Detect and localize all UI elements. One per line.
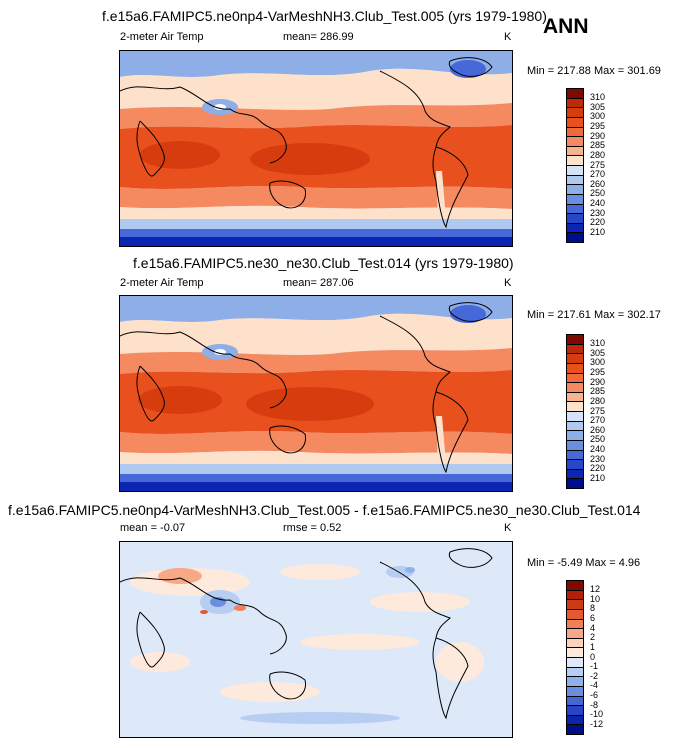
panel3-colorbar-tick-label: 10 <box>590 593 601 604</box>
panel2-colorbar-tick-label: 300 <box>590 357 606 368</box>
panel2-colorbar-tick-label: 220 <box>590 463 606 474</box>
panel3-colorbar-tick-label: -1 <box>590 661 599 672</box>
panel1-title: f.e15a6.FAMIPC5.ne0np4-VarMeshNH3.Club_T… <box>102 8 547 24</box>
panel1-colorbar-tick-label: 270 <box>590 169 606 180</box>
panel3-colorbar-tick-label: -4 <box>590 680 599 691</box>
panel2-colorbar-tick-label: 275 <box>590 405 606 416</box>
panel3-colorbar-tick-label: 8 <box>590 603 596 614</box>
panel3-colorbar-tick-label: 12 <box>590 584 601 595</box>
panel3-colorbar-tick-label: -6 <box>590 690 599 700</box>
panel1-colorbar-cell <box>566 232 584 243</box>
panel1-colorbar-tick-label: 290 <box>590 130 606 141</box>
panel1-colorbar-tick-label: 305 <box>590 101 606 112</box>
panel2-colorbar-tick-label: 295 <box>590 367 606 377</box>
panel1-colorbar-tick-label: 260 <box>590 178 606 189</box>
panel1-colorbar-tick-label: 230 <box>590 207 606 218</box>
panel2-title: f.e15a6.FAMIPC5.ne30_ne30.Club_Test.014 … <box>133 255 514 271</box>
panel1-variable: 2-meter Air Temp <box>120 31 204 43</box>
panel2-colorbar-tick-label: 285 <box>590 386 606 397</box>
panel2-minmax: Min = 217.61 Max = 302.17 <box>527 309 661 321</box>
panel3-colorbar-tick-label: -2 <box>590 670 599 681</box>
panel3-title: f.e15a6.FAMIPC5.ne0np4-VarMeshNH3.Club_T… <box>8 502 641 518</box>
panel2-colorbar-tick-label: 260 <box>590 424 606 435</box>
panel3-colorbar-tick-label: 0 <box>590 651 596 662</box>
panel1-map-field <box>120 51 512 246</box>
panel2-variable: 2-meter Air Temp <box>120 277 204 289</box>
panel3-colorbar-cell <box>566 724 584 735</box>
panel3-colorbar-tick-label: 4 <box>590 622 596 633</box>
panel2-colorbar-tick-label: 210 <box>590 472 606 483</box>
panel3-colorbar-tick-label: -12 <box>590 718 604 729</box>
panel1-colorbar-tick-label: 280 <box>590 149 606 160</box>
panel1-minmax: Min = 217.88 Max = 301.69 <box>527 65 661 77</box>
panel2-colorbar-tick-label: 270 <box>590 415 606 426</box>
panel3-map-field <box>120 542 512 737</box>
panel1-colorbar-tick-label: 240 <box>590 198 606 208</box>
panel2-colorbar-cell <box>566 478 584 489</box>
panel3-map <box>119 541 513 738</box>
panel1-colorbar-tick-label: 210 <box>590 226 606 237</box>
panel1-mean: mean= 286.99 <box>283 31 354 43</box>
panel2-map <box>119 295 513 492</box>
panel3-rmse: rmse = 0.52 <box>283 522 342 534</box>
panel2-colorbar-tick-label: 240 <box>590 444 606 454</box>
panel3-mean: mean = -0.07 <box>120 522 186 534</box>
panel2-units: K <box>504 277 512 289</box>
panel1-colorbar-tick-label: 220 <box>590 217 606 228</box>
panel3-colorbar-tick-label: 2 <box>590 632 596 643</box>
panel2-colorbar-tick-label: 310 <box>590 338 606 349</box>
panel3-colorbar-tick-label: 6 <box>590 613 596 623</box>
panel3-minmax: Min = -5.49 Max = 4.96 <box>527 557 641 569</box>
panel2-colorbar: 310 305 300 295 290 285 280 275 270 260 250 240 230 2… <box>566 334 616 489</box>
panel2-colorbar-tick-label: 290 <box>590 376 606 387</box>
panel1-units: K <box>504 31 512 43</box>
panel1-colorbar-tick-label: 275 <box>590 159 606 170</box>
panel1-colorbar-tick-label: 295 <box>590 121 606 131</box>
panel2-colorbar-tick-label: 280 <box>590 395 606 406</box>
panel2-colorbar-tick-label: 305 <box>590 347 606 358</box>
panel3-colorbar-tick-label: 1 <box>590 641 596 652</box>
panel2-colorbar-tick-label: 250 <box>590 434 606 445</box>
panel3-colorbar-tick-label: -8 <box>590 699 599 710</box>
panel2-map-field <box>120 296 512 491</box>
panel1-map <box>119 50 513 247</box>
panel2-mean: mean= 287.06 <box>283 277 354 289</box>
panel1-colorbar-tick-label: 310 <box>590 92 606 103</box>
season-label: ANN <box>543 15 589 38</box>
panel3-colorbar: 12 10 8 6 4 2 1 0 -1 -2 -4 -6 -8 -10 -12 <box>566 580 616 735</box>
panel3-colorbar-tick-label: -10 <box>590 709 604 720</box>
panel2-colorbar-tick-label: 230 <box>590 453 606 464</box>
panel1-colorbar-tick-label: 300 <box>590 111 606 122</box>
panel1-colorbar: 310 305 300 295 290 285 280 275 270 260 250 240 230 2… <box>566 88 616 243</box>
panel3-units: K <box>504 522 512 534</box>
panel1-colorbar-tick-label: 285 <box>590 140 606 151</box>
panel1-colorbar-tick-label: 250 <box>590 188 606 199</box>
